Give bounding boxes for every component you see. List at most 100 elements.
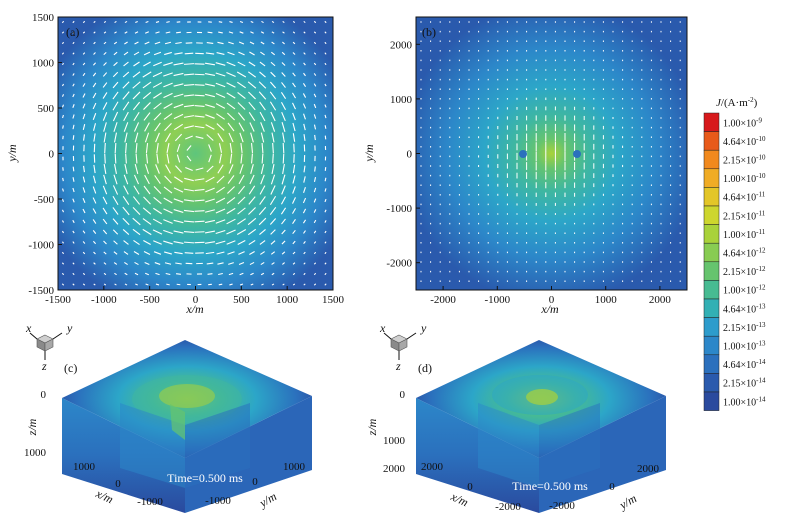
current-arrow [324,177,327,182]
current-arrow [72,20,75,24]
current-arrow [175,41,182,45]
current-arrow [112,185,119,195]
panel-a-xtick-label: 1000 [276,294,299,306]
current-arrow [303,62,306,66]
panel-c-time: Time=0.500 ms [167,471,243,485]
current-arrow [114,153,117,164]
current-arrow [102,102,108,110]
current-arrow [82,241,86,244]
current-arrow [324,220,327,223]
current-arrow [72,62,75,66]
current-arrow [125,142,127,154]
current-arrow [226,207,236,215]
current-arrow [153,240,162,245]
current-arrow [218,21,223,23]
triad-y-label-d: y [420,321,427,335]
colorbar-swatch [703,205,720,225]
current-arrow [164,123,172,131]
current-arrow [324,125,327,129]
panel-c-ytick-0: -1000 [205,495,231,507]
current-arrow [282,262,285,265]
current-arrow [303,41,306,45]
current-arrow [269,218,277,225]
current-arrow [143,102,151,110]
triad-y-axis-c [52,332,63,340]
current-arrow [135,20,138,24]
panel-b-ticks: -2000 -1000 0 1000 2000 -2000 -1000 0 1000 2000 [386,39,671,306]
current-arrow [259,240,266,245]
triad-z-label-d: z [395,359,401,373]
current-arrow [259,111,266,122]
current-arrow [194,115,205,118]
current-arrow [194,210,205,212]
current-arrow [250,283,254,286]
current-arrow [133,61,140,67]
current-arrow [173,62,184,66]
current-arrow [204,83,216,87]
panel-d-ztick-0: 0 [400,389,406,401]
current-arrow [324,241,327,244]
current-arrow [204,219,216,224]
current-arrow [93,262,96,265]
panel-c-ztick-1: 1000 [24,447,47,459]
current-arrow [239,164,244,174]
panel-a-xlabel: x/m [185,302,204,316]
current-arrow [142,207,152,215]
current-arrow [186,145,192,151]
current-arrow [72,52,75,55]
current-arrow [303,31,306,34]
current-arrow [173,113,184,120]
current-arrow [82,208,86,214]
current-arrow [61,73,65,76]
current-arrow [82,20,86,24]
current-arrow [132,71,141,78]
current-arrow [61,209,65,213]
current-arrow [103,31,107,34]
panel-c-xtick-1: 0 [115,478,121,490]
current-arrow [92,230,97,234]
panel-d-contour-core [526,389,558,405]
current-arrow [205,187,215,193]
current-arrow [270,251,276,255]
current-arrow [215,240,226,245]
current-arrow [292,283,296,286]
current-arrow [249,261,255,266]
panel-b-xtick-label: 1000 [595,294,618,306]
current-arrow [61,83,65,87]
current-arrow [132,196,141,205]
current-arrow [194,199,205,202]
current-arrow [185,135,193,140]
current-arrow [313,124,317,130]
panel-d: x y z (d) Time=0.500 ms 0 1000 2000 z/m … [365,321,666,513]
current-arrow [124,283,128,286]
current-arrow [122,91,130,100]
panel-a-xtick-label: 0 [193,294,199,306]
current-arrow [143,112,151,121]
current-arrow [218,143,223,153]
current-arrow [82,123,86,131]
current-arrow [239,272,244,276]
current-arrow [205,104,215,108]
current-arrow [61,52,65,55]
current-arrow [102,229,108,235]
current-arrow [183,188,195,192]
current-arrow [313,177,317,182]
current-arrow [82,176,86,183]
current-arrow [258,81,267,89]
current-arrow [103,240,107,245]
current-arrow [313,262,317,265]
current-arrow [183,115,195,118]
colorbar-label: 1.00×10-13 [723,340,766,353]
current-arrow [155,272,160,276]
current-arrow [103,62,107,66]
current-arrow [112,218,119,225]
panel-b: -2000 -1000 0 1000 2000 -2000 -1000 0 1000 2000 (… [362,16,688,316]
colorbar-label: 2.15×10-14 [723,377,766,390]
current-arrow [184,177,194,182]
current-arrow [145,283,149,286]
current-arrow [163,240,173,245]
current-arrow [134,164,139,174]
panel-c-ytick-1: 0 [252,476,258,488]
current-arrow [282,132,285,143]
current-arrow [145,31,149,34]
